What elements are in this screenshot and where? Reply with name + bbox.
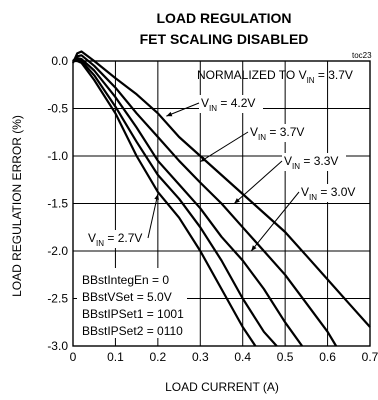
series-label-arrowhead — [166, 111, 173, 117]
series-label-bg — [248, 124, 312, 142]
settings-box: BBstIntegEn = 0 BBstVSet = 5.0V BBstIPSe… — [77, 268, 187, 338]
x-axis-label: LOAD CURRENT (A) — [165, 380, 279, 394]
y-tick-label: 0.0 — [51, 54, 68, 68]
series-label-bg — [199, 95, 263, 113]
series-label-text: VIN = 2.7V — [88, 231, 142, 248]
x-tick-label: 0 — [70, 350, 77, 364]
series-label-arrow — [147, 193, 159, 239]
x-tick-label: 0.6 — [319, 350, 336, 364]
y-axis-label: LOAD REGULATION ERROR (%) — [10, 115, 24, 297]
series-label-text: VIN = 3.0V — [301, 185, 355, 202]
plot-frame — [72, 60, 371, 347]
series-label-arrowhead — [234, 198, 240, 204]
series-label-3: VIN = 3.0V — [250, 184, 363, 252]
series-label-arrow — [250, 191, 300, 252]
series-label-0: VIN = 4.2V — [166, 95, 263, 117]
series-label-bg — [299, 184, 363, 202]
setting-ipset1: BBstIPSet1 = 1001 — [82, 307, 184, 321]
series-label-2: VIN = 3.3V — [233, 153, 346, 204]
settings-box-bg — [77, 268, 187, 338]
figure-code: toc23 — [352, 51, 372, 60]
axis-ticks: 0 0.1 0.2 0.3 0.4 0.5 0.6 0.7 0.0 -0.5 -1.0 -1.5 -2.… — [47, 54, 378, 364]
x-tick-label: 0.7 — [362, 350, 378, 364]
chart-title: LOAD REGULATION — [156, 10, 291, 26]
series-label-text: VIN = 3.7V — [250, 125, 304, 142]
series-label-4: VIN = 2.7V — [86, 193, 159, 248]
series-label-1: VIN = 3.7V — [200, 124, 312, 163]
series-label-arrowhead — [154, 194, 159, 200]
series-label-bg — [282, 153, 346, 171]
x-tick-label: 0.2 — [150, 350, 167, 364]
x-tick-label: 0.5 — [277, 350, 294, 364]
y-tick-label: -2.5 — [47, 292, 68, 306]
x-tick-label: 0.4 — [234, 350, 251, 364]
setting-integ-en: BBstIntegEn = 0 — [82, 273, 169, 287]
y-tick-label: -1.5 — [47, 197, 68, 211]
y-tick-label: -3.0 — [47, 339, 68, 353]
series-line-0 — [71, 50, 371, 328]
normalization-note: NORMALIZED TO VIN = 3.7V — [197, 68, 353, 85]
y-tick-label: -1.0 — [47, 149, 68, 163]
y-tick-label: -0.5 — [47, 102, 68, 116]
y-tick-label: -2.0 — [47, 244, 68, 258]
series-label-bg — [86, 230, 150, 248]
series-annotations: VIN = 4.2V VIN = 3.7V VIN = 3.3V VIN = 3.0V… — [86, 95, 363, 252]
series-line-4 — [73, 59, 257, 347]
setting-vset: BBstVSet = 5.0V — [82, 290, 172, 304]
x-tick-label: 0.1 — [107, 350, 124, 364]
series-label-arrow — [200, 131, 249, 163]
series-label-arrowhead — [251, 245, 257, 251]
series-label-arrowhead — [200, 156, 207, 162]
series-label-arrow — [166, 102, 200, 117]
x-tick-label: 0.3 — [192, 350, 209, 364]
series-label-text: VIN = 4.2V — [201, 96, 255, 113]
chart-subtitle: FET SCALING DISABLED — [140, 31, 309, 47]
series-label-arrow — [233, 160, 283, 204]
setting-ipset2: BBstIPSet2 = 0110 — [82, 324, 183, 338]
series-label-text: VIN = 3.3V — [284, 154, 338, 171]
